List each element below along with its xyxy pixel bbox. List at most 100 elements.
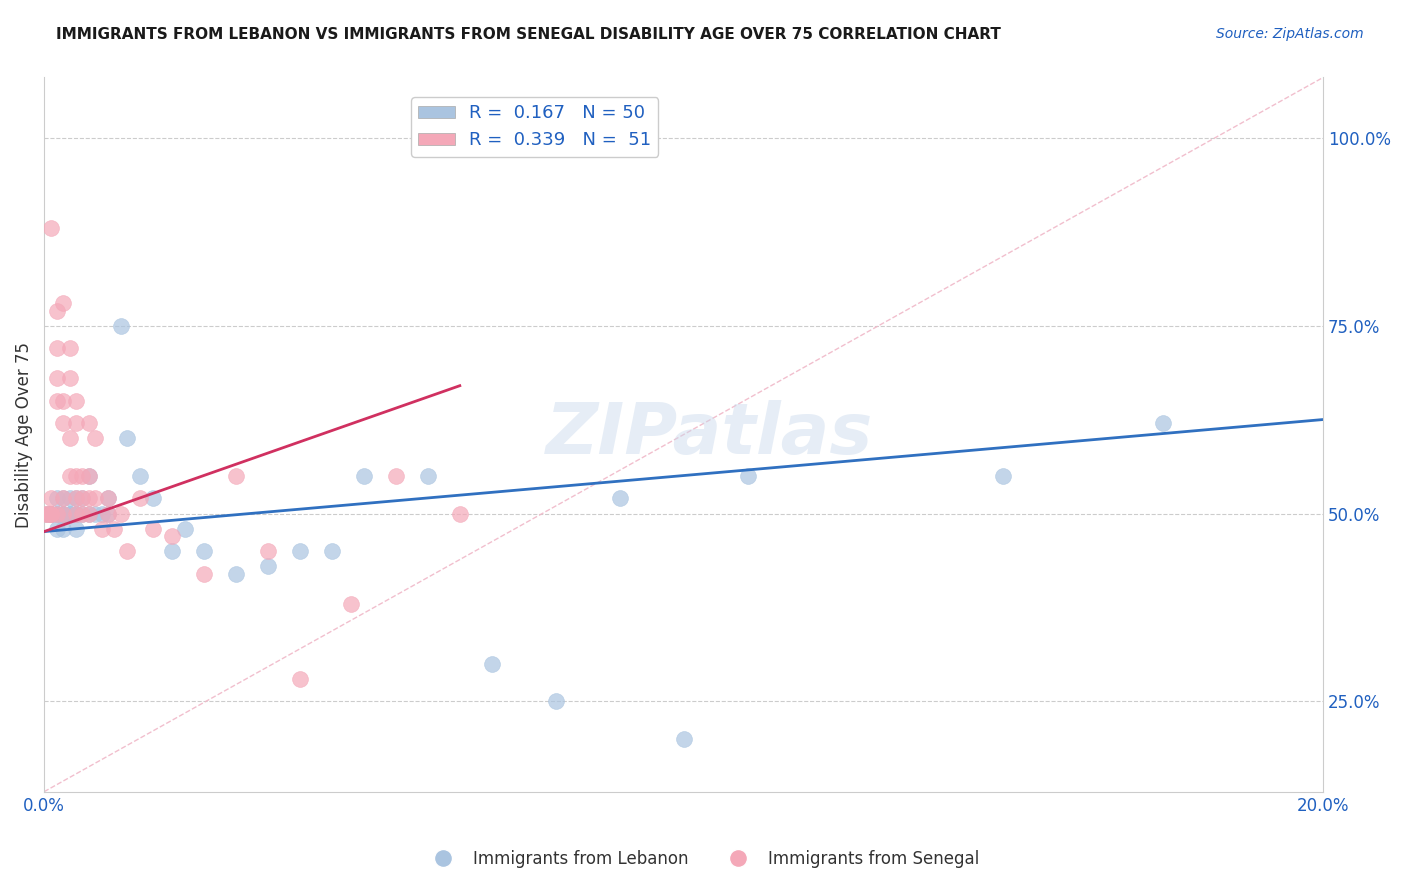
Point <box>72 507 94 521</box>
Point <box>257 559 280 574</box>
Point <box>77 417 100 431</box>
Point <box>353 469 375 483</box>
Point <box>45 507 67 521</box>
Point <box>160 529 183 543</box>
Point <box>77 507 100 521</box>
Point <box>72 507 94 521</box>
Point <box>129 469 152 483</box>
Point <box>385 469 408 483</box>
Point <box>39 507 62 521</box>
Point <box>59 371 82 385</box>
Legend: Immigrants from Lebanon, Immigrants from Senegal: Immigrants from Lebanon, Immigrants from… <box>419 844 987 875</box>
Point <box>45 491 67 506</box>
Point <box>45 522 67 536</box>
Text: IMMIGRANTS FROM LEBANON VS IMMIGRANTS FROM SENEGAL DISABILITY AGE OVER 75 CORREL: IMMIGRANTS FROM LEBANON VS IMMIGRANTS FR… <box>56 27 1001 42</box>
Point <box>416 469 439 483</box>
Point <box>737 469 759 483</box>
Point <box>103 522 125 536</box>
Point <box>449 507 471 521</box>
Point <box>77 469 100 483</box>
Text: ZIPatlas: ZIPatlas <box>546 401 873 469</box>
Point <box>52 491 75 506</box>
Point <box>97 491 120 506</box>
Point <box>45 341 67 355</box>
Point <box>544 694 567 708</box>
Point <box>37 507 59 521</box>
Point <box>39 220 62 235</box>
Point <box>90 522 112 536</box>
Text: Source: ZipAtlas.com: Source: ZipAtlas.com <box>1216 27 1364 41</box>
Point <box>59 469 82 483</box>
Point <box>72 469 94 483</box>
Point <box>45 507 67 521</box>
Point <box>52 522 75 536</box>
Point <box>59 507 82 521</box>
Point <box>142 522 165 536</box>
Point <box>672 732 695 747</box>
Point <box>84 507 107 521</box>
Point <box>288 544 311 558</box>
Point <box>173 522 195 536</box>
Point <box>65 507 87 521</box>
Point <box>110 318 132 333</box>
Point <box>225 566 247 581</box>
Point <box>45 393 67 408</box>
Point <box>72 491 94 506</box>
Point <box>39 507 62 521</box>
Point <box>65 507 87 521</box>
Point <box>52 507 75 521</box>
Point <box>65 469 87 483</box>
Point <box>65 393 87 408</box>
Point <box>77 491 100 506</box>
Point <box>257 544 280 558</box>
Point <box>39 491 62 506</box>
Point <box>225 469 247 483</box>
Point <box>59 431 82 445</box>
Point <box>77 507 100 521</box>
Legend: R =  0.167   N = 50, R =  0.339   N =  51: R = 0.167 N = 50, R = 0.339 N = 51 <box>412 97 658 157</box>
Point <box>65 417 87 431</box>
Point <box>97 507 120 521</box>
Point <box>52 393 75 408</box>
Y-axis label: Disability Age Over 75: Disability Age Over 75 <box>15 342 32 527</box>
Point <box>84 431 107 445</box>
Point <box>39 507 62 521</box>
Point <box>39 507 62 521</box>
Point <box>45 507 67 521</box>
Point <box>97 507 120 521</box>
Point <box>1152 417 1174 431</box>
Point <box>52 296 75 310</box>
Point <box>37 507 59 521</box>
Point <box>142 491 165 506</box>
Point <box>72 491 94 506</box>
Point <box>52 417 75 431</box>
Point <box>110 507 132 521</box>
Point <box>52 491 75 506</box>
Point <box>993 469 1015 483</box>
Point <box>59 491 82 506</box>
Point <box>45 507 67 521</box>
Point <box>39 507 62 521</box>
Point <box>90 507 112 521</box>
Point <box>481 657 503 671</box>
Point <box>52 507 75 521</box>
Point <box>77 469 100 483</box>
Point <box>288 672 311 686</box>
Point <box>129 491 152 506</box>
Point <box>52 507 75 521</box>
Point <box>65 507 87 521</box>
Point <box>65 491 87 506</box>
Point <box>117 431 139 445</box>
Point <box>35 507 58 521</box>
Point <box>59 341 82 355</box>
Point <box>45 371 67 385</box>
Point <box>97 491 120 506</box>
Point <box>52 507 75 521</box>
Point <box>193 544 215 558</box>
Point <box>59 507 82 521</box>
Point <box>193 566 215 581</box>
Point <box>39 507 62 521</box>
Point <box>609 491 631 506</box>
Point <box>65 491 87 506</box>
Point <box>321 544 343 558</box>
